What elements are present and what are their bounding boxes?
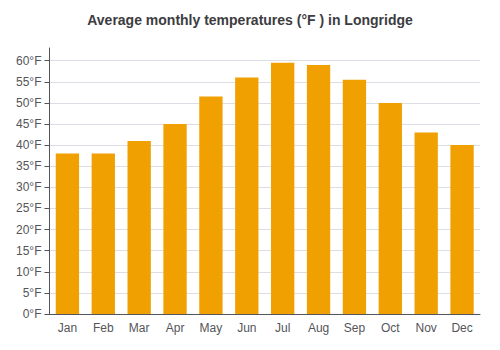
svg-text:Nov: Nov (416, 321, 437, 335)
svg-text:0°F: 0°F (23, 307, 42, 321)
svg-text:Jun: Jun (237, 321, 256, 335)
svg-text:15°F: 15°F (16, 244, 41, 258)
svg-text:Aug: Aug (308, 321, 329, 335)
svg-text:5°F: 5°F (23, 286, 42, 300)
svg-text:Dec: Dec (451, 321, 472, 335)
svg-text:Oct: Oct (381, 321, 400, 335)
svg-text:60°F: 60°F (16, 54, 41, 68)
svg-text:20°F: 20°F (16, 223, 41, 237)
svg-text:Jan: Jan (58, 321, 77, 335)
svg-text:35°F: 35°F (16, 159, 41, 173)
svg-text:40°F: 40°F (16, 138, 41, 152)
svg-text:10°F: 10°F (16, 265, 41, 279)
svg-text:55°F: 55°F (16, 75, 41, 89)
svg-text:25°F: 25°F (16, 201, 41, 215)
svg-text:Sep: Sep (344, 321, 366, 335)
svg-text:Jul: Jul (275, 321, 290, 335)
svg-text:Mar: Mar (129, 321, 150, 335)
svg-text:May: May (200, 321, 223, 335)
svg-text:30°F: 30°F (16, 180, 41, 194)
svg-text:50°F: 50°F (16, 96, 41, 110)
svg-text:Feb: Feb (93, 321, 114, 335)
svg-text:Average monthly temperatures (: Average monthly temperatures (°F ) in Lo… (87, 12, 413, 28)
svg-text:45°F: 45°F (16, 117, 41, 131)
svg-text:Apr: Apr (166, 321, 185, 335)
